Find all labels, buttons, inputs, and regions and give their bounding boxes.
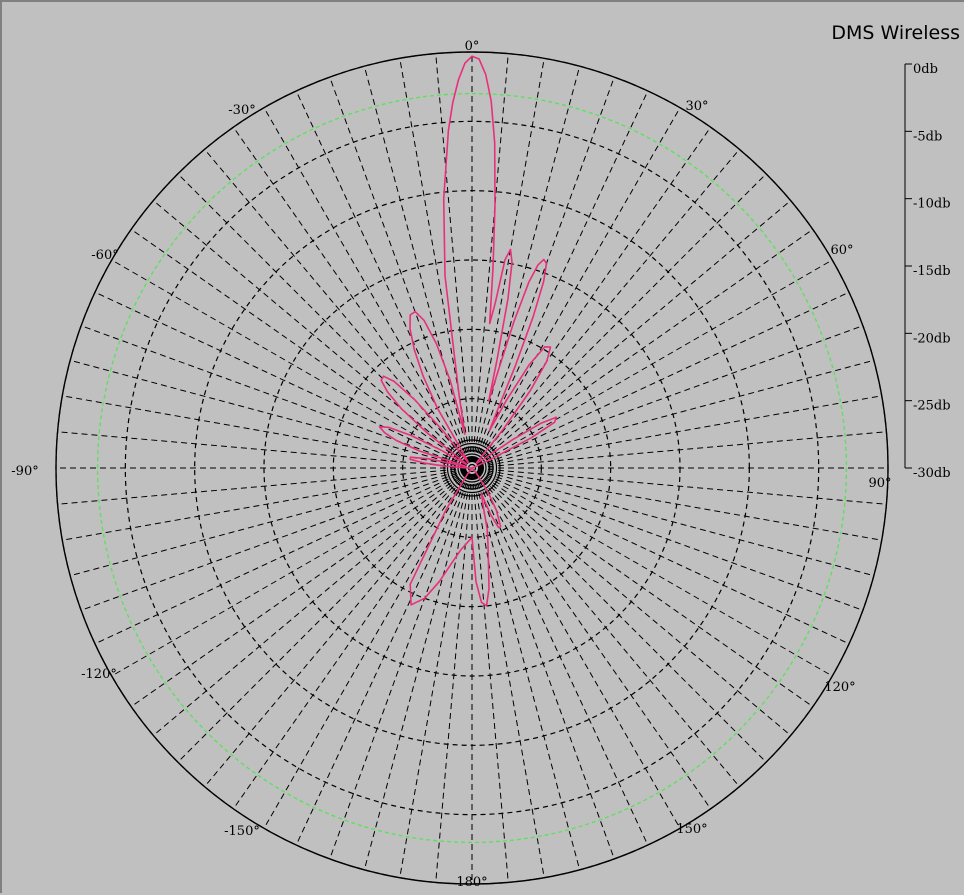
chart-title: DMS Wireless: [831, 22, 960, 44]
grid-spoke: [475, 149, 740, 464]
angle-label: 120°: [824, 680, 855, 695]
radiation-pattern-group: [378, 55, 558, 607]
grid-spoke: [435, 53, 472, 463]
grid-spoke: [329, 76, 471, 463]
grid-spoke: [153, 471, 468, 736]
grid-spoke: [57, 431, 467, 468]
grid-spoke: [474, 90, 649, 463]
outer-circle: [55, 51, 889, 885]
angle-label: 0°: [465, 39, 480, 54]
angle-label: -90°: [11, 464, 38, 479]
angle-label: 180°: [456, 875, 487, 890]
grid-spoke: [474, 472, 681, 829]
grid-spoke: [477, 395, 882, 468]
grid-spoke: [476, 200, 791, 465]
db-scale-label: -30db: [913, 466, 951, 481]
grid-spoke: [472, 53, 509, 463]
db-scale: 0db -5db -10db -15db -20db -25db -30db: [904, 62, 951, 481]
grid-spoke: [474, 107, 681, 464]
grid-spoke: [473, 473, 581, 870]
db-scale-label: -10db: [913, 197, 951, 212]
grid-spoke: [476, 259, 833, 466]
grid-spoke: [472, 473, 509, 883]
grid-spoke: [363, 473, 471, 870]
angle-label: 90°: [868, 476, 891, 491]
grid-spoke: [473, 76, 615, 463]
grid-spoke: [204, 472, 469, 787]
grid-spoke: [329, 473, 471, 860]
angle-label: -150°: [224, 824, 260, 839]
grid-spoke: [70, 469, 467, 577]
grid-spoke: [477, 468, 887, 505]
grid-spoke: [111, 259, 468, 466]
grid-spoke: [232, 472, 469, 810]
grid-spoke: [153, 200, 468, 465]
grid-spoke: [472, 58, 545, 463]
grid-spoke: [363, 66, 471, 463]
grid-spoke: [477, 359, 874, 467]
angle-label: -60°: [91, 248, 118, 263]
grid-spoke: [475, 472, 712, 810]
reference-circle-group: [96, 92, 848, 844]
grid-spoke: [475, 472, 740, 787]
angle-labels: 0° 30° 60° 90° 120° 150° 180° -150° -120° -90° -60…: [11, 39, 891, 890]
grid-spoke: [232, 126, 469, 464]
grid-spoke: [295, 90, 470, 463]
db-scale-label: -20db: [913, 331, 951, 346]
grid-spoke: [475, 471, 767, 763]
grid-spoke: [94, 470, 467, 645]
grid-spoke: [204, 149, 469, 464]
grid-spoke: [476, 470, 833, 677]
angle-label: -120°: [81, 667, 117, 682]
grid-spoke: [477, 468, 882, 541]
grid-spoke: [474, 473, 649, 846]
grid-spoke: [70, 359, 467, 467]
grid-spoke: [476, 228, 814, 465]
grid-center-ring: [446, 442, 498, 494]
grid-spoke: [80, 469, 467, 611]
grid-spoke: [177, 173, 469, 465]
db-scale-label: -25db: [913, 399, 951, 414]
angle-label: 150°: [676, 822, 707, 837]
grid-spoke: [473, 473, 615, 860]
grid-spoke: [477, 469, 874, 577]
grid-spoke: [263, 472, 470, 829]
grid-spoke: [399, 473, 472, 878]
db-scale-label: -5db: [913, 129, 942, 144]
grid-spoke: [130, 471, 468, 708]
grid-spoke: [399, 58, 472, 463]
grid-spoke: [177, 471, 469, 763]
grid-spoke: [263, 107, 470, 464]
grid-spoke: [80, 325, 467, 467]
grid-spoke: [94, 291, 467, 466]
grid-spoke: [475, 126, 712, 464]
grid-spoke: [57, 468, 467, 505]
grid-spoke: [477, 325, 864, 467]
grid-spoke: [477, 291, 850, 466]
grid-spoke: [111, 470, 468, 677]
polar-grid: [55, 51, 889, 885]
angle-label: 60°: [830, 243, 853, 258]
angle-label: 30°: [685, 99, 708, 114]
grid-spoke: [473, 66, 581, 463]
grid-spoke: [477, 470, 850, 645]
db-scale-label: 0db: [913, 62, 938, 77]
db-scale-label: -15db: [913, 264, 951, 279]
grid-spoke: [62, 468, 467, 541]
grid-spoke: [472, 473, 545, 878]
grid-spoke: [477, 469, 864, 611]
grid-spoke: [62, 395, 467, 468]
reference-circle: [96, 92, 848, 844]
grid-spoke: [477, 431, 887, 468]
grid-spoke: [435, 473, 472, 883]
grid-spoke: [475, 173, 767, 465]
grid-spoke: [295, 473, 470, 846]
radiation-pattern-line: [378, 55, 558, 607]
angle-label: -30°: [228, 103, 255, 118]
grid-spoke: [476, 471, 791, 736]
grid-spoke: [130, 228, 468, 465]
grid-spoke: [476, 471, 814, 708]
